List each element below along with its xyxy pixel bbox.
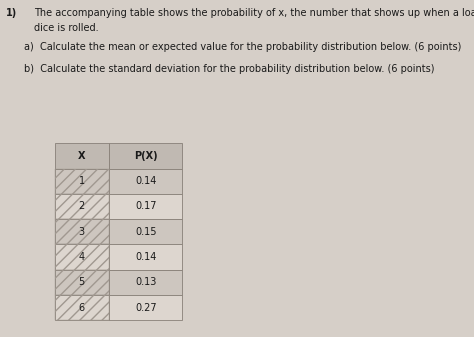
Text: 0.14: 0.14 [135, 252, 156, 262]
Text: 0.13: 0.13 [135, 277, 156, 287]
Bar [55, 143, 109, 168]
Text: 3: 3 [79, 227, 85, 237]
Bar [55, 194, 109, 219]
Text: 5: 5 [79, 277, 85, 287]
Text: 0.17: 0.17 [135, 202, 156, 211]
Text: 4: 4 [79, 252, 85, 262]
Bar [55, 270, 109, 295]
Bar [55, 219, 109, 244]
Text: P(X): P(X) [134, 151, 157, 161]
Bar [55, 244, 109, 270]
Text: 2: 2 [79, 202, 85, 211]
Bar [55, 194, 109, 219]
Bar [109, 194, 182, 219]
Text: The accompanying table shows the probability of x, the number that shows up when: The accompanying table shows the probabi… [34, 8, 474, 19]
Text: X: X [78, 151, 85, 161]
Text: 1: 1 [79, 176, 85, 186]
Text: 0.27: 0.27 [135, 303, 156, 312]
Bar [55, 295, 109, 320]
Text: dice is rolled.: dice is rolled. [34, 23, 99, 33]
Bar [109, 295, 182, 320]
Bar [55, 168, 109, 194]
Bar [109, 270, 182, 295]
Bar [55, 168, 109, 194]
Text: a)  Calculate the mean or expected value for the probability distribution below.: a) Calculate the mean or expected value … [24, 42, 461, 52]
Text: 1): 1) [6, 8, 17, 19]
Text: 0.15: 0.15 [135, 227, 156, 237]
Bar [109, 244, 182, 270]
Text: b)  Calculate the standard deviation for the probability distribution below. (6 : b) Calculate the standard deviation for … [24, 64, 434, 74]
Bar [109, 219, 182, 244]
Bar [55, 295, 109, 320]
Bar [55, 270, 109, 295]
Text: 0.14: 0.14 [135, 176, 156, 186]
Bar [55, 219, 109, 244]
Text: 6: 6 [79, 303, 85, 312]
Bar [109, 168, 182, 194]
Bar [55, 244, 109, 270]
Bar [109, 143, 182, 168]
